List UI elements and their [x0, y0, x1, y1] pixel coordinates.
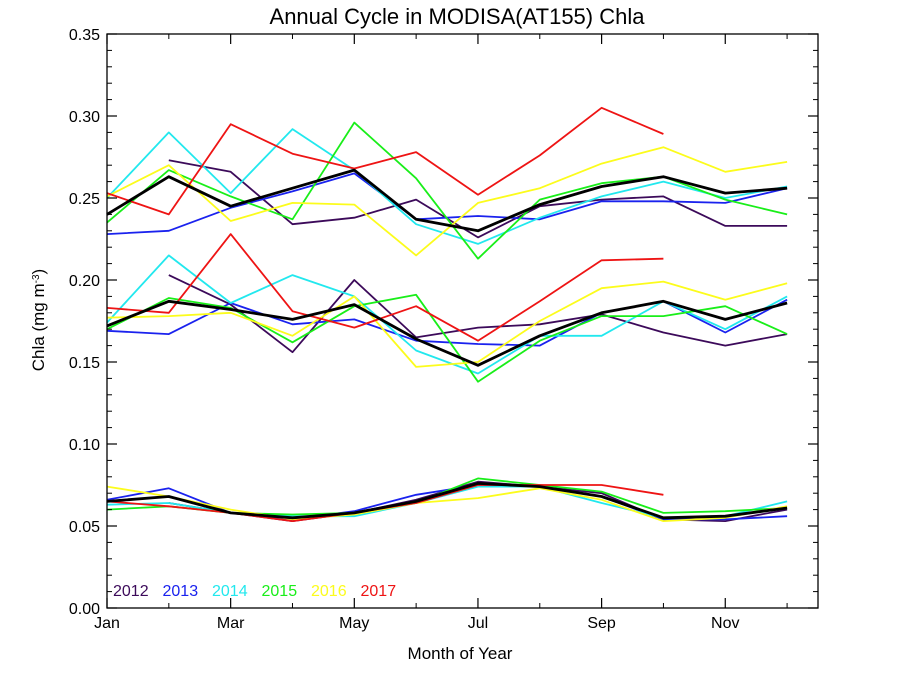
plot-frame	[106, 33, 819, 609]
x-tick-label: Sep	[587, 615, 616, 632]
legend-entry-2014: 2014	[212, 583, 248, 600]
y-tick-label: 0.25	[69, 191, 100, 208]
series-line-2012-middle	[168, 274, 788, 354]
y-tick-label: 0.15	[69, 355, 100, 372]
x-tick-label: Jan	[94, 615, 120, 632]
y-tick-label: 0.00	[69, 601, 100, 618]
x-tick-label: Nov	[711, 615, 739, 632]
series-line-2016-middle	[106, 280, 788, 368]
series-line-mean-middle	[106, 299, 788, 367]
x-tick-label: Mar	[217, 615, 245, 632]
legend-entry-2013: 2013	[163, 583, 199, 600]
legend-entry-2012: 2012	[113, 583, 149, 600]
y-tick-label: 0.10	[69, 437, 100, 454]
y-axis-label-sup: -3	[31, 274, 42, 283]
y-axis-label-main: Chla (mg m	[29, 283, 48, 371]
series-line-2014-middle	[106, 254, 788, 375]
series-line-2015-middle	[106, 293, 788, 383]
series-line-2012-upper	[168, 159, 788, 239]
y-tick-label: 0.05	[69, 519, 100, 536]
series-line-2017-middle	[106, 233, 664, 342]
series-line-2015-upper	[106, 121, 788, 260]
x-axis-label: Month of Year	[408, 644, 513, 663]
legend: 2012 2013 2014 2015 2016 2017	[113, 583, 396, 600]
y-tick-label: 0.35	[69, 27, 100, 44]
series-line-2014-upper	[106, 128, 788, 245]
y-tick-label: 0.20	[69, 273, 100, 290]
chart-title: Annual Cycle in MODISA(AT155) Chla	[270, 4, 646, 29]
legend-entry-2015: 2015	[262, 583, 298, 600]
legend-entry-2017: 2017	[361, 583, 397, 600]
series-line-2017-upper	[106, 106, 664, 216]
series-line-mean-upper	[106, 168, 788, 233]
y-tick-label: 0.30	[69, 109, 100, 126]
legend-entry-2016: 2016	[311, 583, 347, 600]
y-axis-label-close: )	[29, 269, 48, 275]
series-line-2016-upper	[106, 146, 788, 257]
series-line-2016-lower	[106, 485, 788, 522]
series-line-mean-lower	[106, 482, 788, 520]
x-tick-label: May	[339, 615, 369, 632]
x-tick-label: Jul	[468, 615, 488, 632]
y-axis-label: Chla (mg m-3)	[29, 269, 48, 371]
